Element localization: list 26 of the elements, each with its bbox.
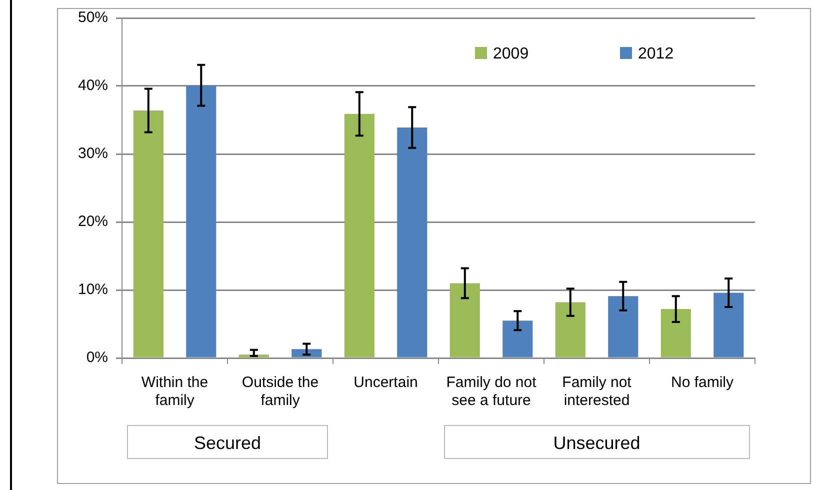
bar [502, 320, 533, 358]
bar [714, 292, 744, 358]
x-tick-label: Uncertain [354, 374, 418, 392]
bar [133, 110, 164, 358]
y-tick-label: 0% [86, 349, 108, 366]
y-tick-label: 20% [78, 213, 108, 230]
text: Unsecured [444, 425, 750, 459]
x-tick-label: Within the family [141, 374, 208, 410]
x-tick-label: Outside the family [242, 374, 319, 410]
y-tick-label: 40% [78, 77, 108, 94]
x-tick-label: Family do not see a future [446, 374, 538, 410]
bar [660, 309, 691, 358]
x-tick-label: Family not interested [562, 374, 632, 410]
bar [397, 127, 428, 358]
bar [344, 114, 374, 358]
y-tick-label: 30% [78, 145, 108, 162]
y-tick-label: 50% [78, 9, 108, 26]
legend-label: 2012 [638, 45, 674, 62]
bar [186, 85, 216, 358]
legend-label: 2009 [493, 45, 529, 62]
text: Secured [127, 425, 328, 459]
bar [608, 296, 638, 358]
y-tick-label: 10% [78, 281, 108, 298]
x-tick-label: No family [670, 374, 734, 392]
bar [450, 283, 480, 358]
bar [555, 302, 586, 358]
